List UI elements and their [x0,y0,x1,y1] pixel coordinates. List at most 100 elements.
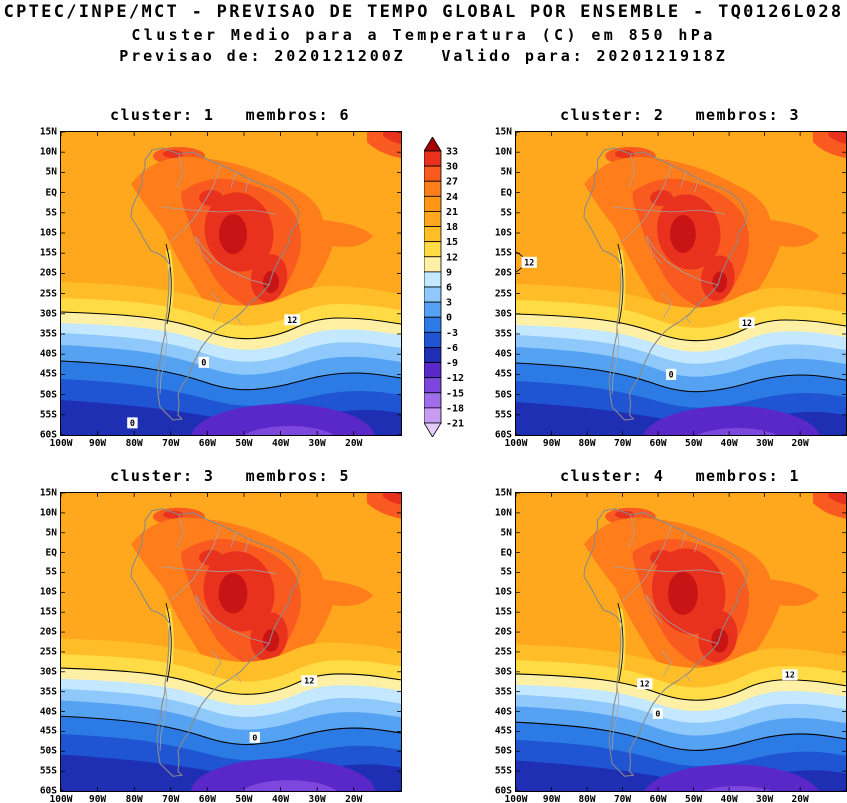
temp-fill-m15-m12 [702,786,773,791]
contour-label-box [127,417,138,429]
panel-cluster-4: cluster: 4 membros: 1 12 12 0 15N 10N 5N EQ 5S… [495,467,847,803]
colorbar-value-label: 21 [446,207,458,218]
temp-fill-30-33 [199,190,223,206]
lat-tick-label: EQ [500,547,512,559]
coastline [130,508,300,777]
lat-tick-label: 45S [39,725,57,737]
lon-tick-label: 20W [791,794,809,803]
lat-tick-label: 25S [39,646,57,658]
panel-title: cluster: 3 membros: 5 [110,467,350,485]
lat-tick-label: EQ [45,187,57,199]
country-border [611,683,620,751]
country-border [628,514,635,548]
colorbar-value-label: -15 [446,388,464,399]
lon-tick-label: 70W [162,794,180,803]
colorbar-arrow-bottom [423,422,442,438]
colorbar-segment [423,362,442,379]
colorbar-value-label: 27 [446,177,458,188]
lon-tick-label: 60W [198,794,216,803]
map-plot: 12 0 15N 10N 5N EQ 5S 10S 15S 20S 25S 30S 35S 40S 45S… [40,488,402,803]
lat-tick-label: 15N [39,487,57,499]
colorbar-segment [423,392,442,409]
country-border [228,316,242,325]
lat-tick-label: 10N [494,146,512,158]
panel-cluster-2: cluster: 2 membros: 3 12 12 0 15N 10N 5N EQ 5S… [495,106,847,448]
lon-tick-label: 100W [504,438,528,449]
contour-label-box [739,317,755,329]
colorbar-segment [423,377,442,394]
lat-tick-label: EQ [500,187,512,199]
country-border [159,683,168,751]
contour-label-box [301,675,318,687]
temp-fill-hot [615,510,635,519]
lon-tick-label: 60W [649,794,667,803]
contour-label-box [652,708,663,719]
lon-tick-label: 90W [542,794,561,803]
coastline [583,508,748,777]
lat-tick-label: 35S [494,328,512,340]
contour-label: 12 [524,257,534,267]
country-border [194,235,212,265]
lat-tick-label: 35S [494,686,512,698]
lon-tick-label: 80W [578,794,596,803]
lat-tick-label: 40S [39,706,57,718]
lat-tick-label: EQ [45,547,57,559]
contour-line-12 [61,667,401,695]
lat-tick-label: 5S [45,207,57,219]
colorbar-segment [423,256,442,273]
contour-label: 0 [252,732,257,742]
contour-line-andes [165,603,172,682]
lat-tick-label: 45S [494,725,512,737]
lon-tick-label: 100W [504,794,528,803]
temp-fill-m15-m12 [241,780,337,791]
temp-fill-hot [383,132,401,144]
contour-label-box [666,368,677,380]
lat-tick-label: 25S [494,646,512,658]
panel-cluster-3: cluster: 3 membros: 5 12 0 15N 10N 5N EQ 5S 10… [40,467,402,803]
colorbar-value-label: 6 [446,283,452,294]
country-border [621,164,672,243]
contour-line-0 [516,362,846,393]
lat-tick-label: 50S [494,745,512,757]
lon-tick-label: 20W [791,438,809,449]
contour-label: 12 [304,676,314,686]
lat-tick-label: 5N [45,527,57,539]
temp-fill-30-33 [649,190,674,206]
lat-tick-label: 5N [500,527,512,539]
country-border [169,164,222,243]
lat-tick-label: 30S [494,308,512,320]
temp-fill-33plus [667,571,698,615]
lon-tick-label: 80W [125,794,143,803]
colorbar-segment [423,165,442,182]
lat-tick-label: 60S [494,785,512,797]
temp-fill-m12-m9 [191,758,375,791]
contour-label-box [198,356,209,368]
colorbar-arrow-top [423,136,442,152]
lon-tick-label: 50W [235,438,253,449]
lat-tick-label: 20S [494,626,512,638]
lat-tick-label: 5N [500,166,512,178]
country-border [194,235,270,286]
lat-tick-label: 20S [39,267,57,279]
colorbar-value-label: 18 [446,222,458,233]
colorbar-segment [423,211,442,227]
country-border [645,235,662,265]
colorbar-segment [423,195,442,212]
lon-tick-label: 20W [345,438,363,449]
lon-tick-label: 30W [308,794,326,803]
temp-fill-30-33 [649,550,674,566]
colorbar-value-label: 33 [446,147,458,158]
panel-title: cluster: 2 membros: 3 [560,106,800,124]
contour-label-box [284,314,301,326]
lon-tick-label: 40W [720,794,738,803]
contour-line-12 [61,311,401,340]
lon-tick-label: 90W [88,438,107,449]
contour-label-box [637,678,653,690]
lat-tick-label: 10S [494,227,512,239]
temperature-map: 12 0 [61,493,401,791]
panel-title: cluster: 4 membros: 1 [560,467,800,485]
colorbar-value-label: 3 [446,298,452,309]
lon-tick-label: 70W [613,438,632,449]
lat-tick-label: 15N [494,487,512,499]
